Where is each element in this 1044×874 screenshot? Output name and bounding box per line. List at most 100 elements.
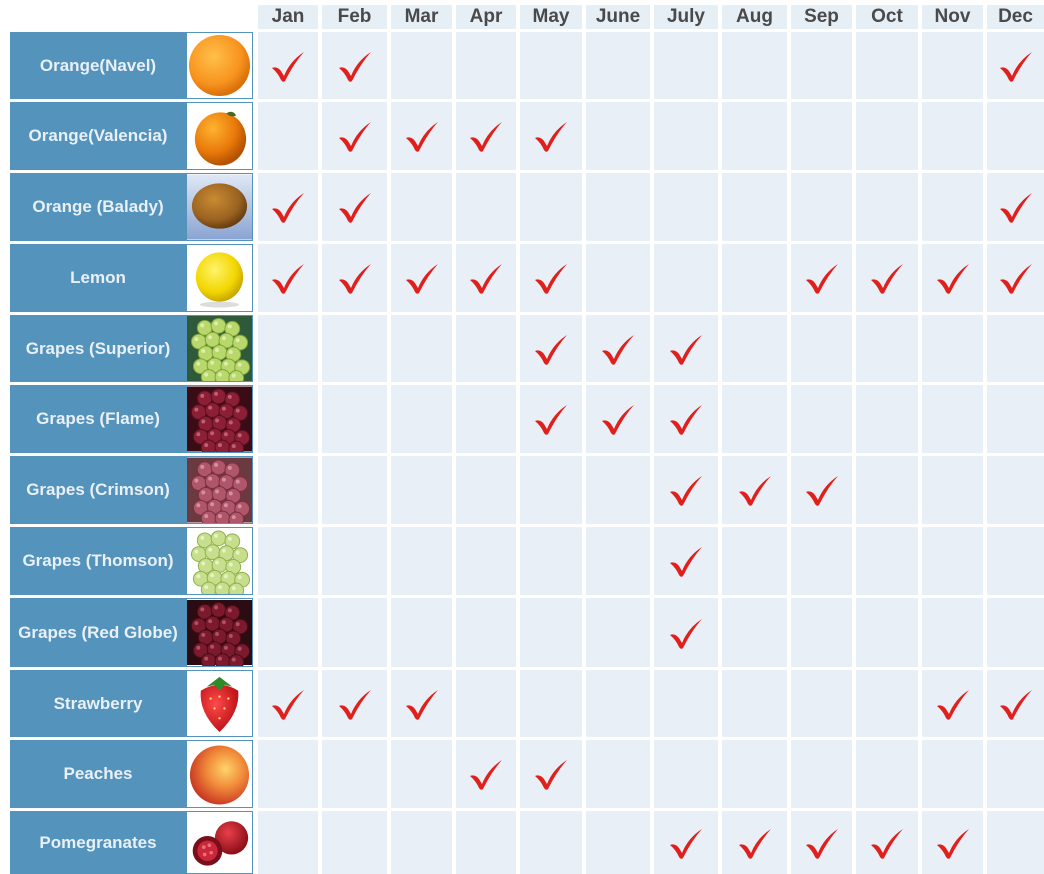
month-cell-orange-balady-may — [520, 173, 582, 241]
month-cell-orange-navel-nov — [922, 32, 983, 99]
month-cell-grapes-superior-mar — [391, 315, 452, 382]
check-icon — [935, 261, 971, 295]
month-cell-peaches-feb — [322, 740, 387, 808]
month-cell-grapes-thomson-jan — [258, 527, 318, 595]
month-cell-grapes-thomson-mar — [391, 527, 452, 595]
crimson-grapes-photo — [186, 456, 253, 524]
month-cell-peaches-aug — [722, 740, 787, 808]
month-cell-grapes-superior-may — [520, 315, 582, 382]
row-label-peaches: Peaches — [10, 740, 186, 808]
month-cell-orange-balady-jan — [258, 173, 318, 241]
month-cell-grapes-superior-oct — [856, 315, 918, 382]
month-cell-peaches-nov — [922, 740, 983, 808]
column-header-sep: Sep — [791, 5, 852, 29]
month-cell-grapes-crimson-nov — [922, 456, 983, 524]
check-icon — [337, 49, 373, 83]
month-cell-grapes-crimson-apr — [456, 456, 516, 524]
row-label-grapes-superior: Grapes (Superior) — [10, 315, 186, 382]
month-cell-grapes-flame-june — [586, 385, 650, 453]
month-cell-grapes-superior-june — [586, 315, 650, 382]
month-cell-peaches-mar — [391, 740, 452, 808]
month-cell-orange-valencia-feb — [322, 102, 387, 170]
month-cell-orange-balady-nov — [922, 173, 983, 241]
check-icon — [533, 261, 569, 295]
check-icon — [337, 119, 373, 153]
month-cell-grapes-red-globe-dec — [987, 598, 1044, 667]
column-header-mar: Mar — [391, 5, 452, 29]
column-header-apr: Apr — [456, 5, 516, 29]
month-cell-orange-valencia-june — [586, 102, 650, 170]
check-icon — [270, 49, 306, 83]
check-icon — [935, 826, 971, 860]
check-icon — [668, 473, 704, 507]
column-header-oct: Oct — [856, 5, 918, 29]
month-cell-pomegranates-oct — [856, 811, 918, 874]
check-icon — [270, 261, 306, 295]
month-cell-grapes-flame-sep — [791, 385, 852, 453]
month-cell-orange-balady-july — [654, 173, 718, 241]
row-label-grapes-thomson: Grapes (Thomson) — [10, 527, 186, 595]
check-icon — [468, 757, 504, 791]
month-cell-grapes-thomson-oct — [856, 527, 918, 595]
check-icon — [668, 402, 704, 436]
check-icon — [270, 190, 306, 224]
month-cell-lemon-sep — [791, 244, 852, 312]
check-icon — [998, 687, 1034, 721]
month-cell-grapes-thomson-nov — [922, 527, 983, 595]
check-icon — [869, 826, 905, 860]
month-cell-lemon-mar — [391, 244, 452, 312]
month-cell-lemon-nov — [922, 244, 983, 312]
month-cell-peaches-june — [586, 740, 650, 808]
check-icon — [998, 261, 1034, 295]
month-cell-pomegranates-may — [520, 811, 582, 874]
strawberry-photo — [186, 670, 253, 737]
check-icon — [935, 687, 971, 721]
month-cell-strawberry-feb — [322, 670, 387, 737]
month-cell-pomegranates-feb — [322, 811, 387, 874]
green-grapes-photo — [186, 315, 253, 382]
month-cell-grapes-crimson-sep — [791, 456, 852, 524]
pomegranate-photo — [186, 811, 253, 874]
month-cell-grapes-flame-apr — [456, 385, 516, 453]
month-cell-strawberry-may — [520, 670, 582, 737]
check-icon — [668, 826, 704, 860]
check-icon — [737, 826, 773, 860]
month-cell-grapes-flame-mar — [391, 385, 452, 453]
month-cell-grapes-flame-nov — [922, 385, 983, 453]
check-icon — [468, 261, 504, 295]
month-cell-peaches-july — [654, 740, 718, 808]
month-cell-grapes-crimson-feb — [322, 456, 387, 524]
check-icon — [600, 402, 636, 436]
month-cell-grapes-thomson-may — [520, 527, 582, 595]
month-cell-grapes-red-globe-sep — [791, 598, 852, 667]
month-cell-orange-balady-dec — [987, 173, 1044, 241]
month-cell-grapes-superior-sep — [791, 315, 852, 382]
month-cell-orange-navel-oct — [856, 32, 918, 99]
month-cell-orange-navel-july — [654, 32, 718, 99]
row-label-grapes-crimson: Grapes (Crimson) — [10, 456, 186, 524]
row-label-orange-navel: Orange(Navel) — [10, 32, 186, 99]
month-cell-orange-balady-oct — [856, 173, 918, 241]
month-cell-grapes-superior-aug — [722, 315, 787, 382]
month-cell-lemon-apr — [456, 244, 516, 312]
month-cell-grapes-thomson-sep — [791, 527, 852, 595]
column-header-dec: Dec — [987, 5, 1044, 29]
month-cell-lemon-may — [520, 244, 582, 312]
month-cell-grapes-flame-dec — [987, 385, 1044, 453]
month-cell-grapes-flame-july — [654, 385, 718, 453]
month-cell-grapes-thomson-june — [586, 527, 650, 595]
month-cell-orange-navel-apr — [456, 32, 516, 99]
row-label-grapes-flame: Grapes (Flame) — [10, 385, 186, 453]
month-cell-peaches-apr — [456, 740, 516, 808]
month-cell-pomegranates-sep — [791, 811, 852, 874]
month-cell-grapes-red-globe-mar — [391, 598, 452, 667]
lemon-photo — [186, 244, 253, 312]
check-icon — [533, 332, 569, 366]
month-cell-lemon-june — [586, 244, 650, 312]
month-cell-orange-navel-jan — [258, 32, 318, 99]
row-label-pomegranates: Pomegranates — [10, 811, 186, 874]
month-cell-orange-valencia-jan — [258, 102, 318, 170]
month-cell-orange-navel-june — [586, 32, 650, 99]
check-icon — [533, 119, 569, 153]
